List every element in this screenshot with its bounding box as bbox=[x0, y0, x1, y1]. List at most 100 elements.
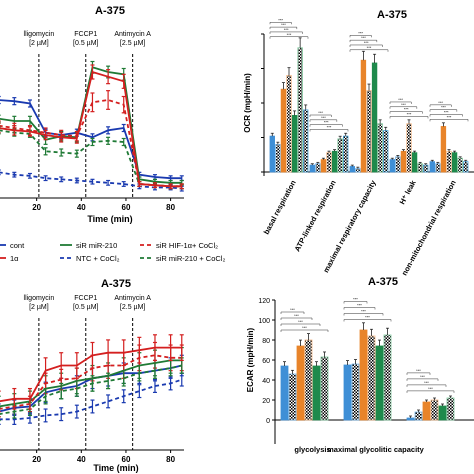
chart-title: A-375 bbox=[101, 278, 131, 290]
legend-label: sіR miR-210 bbox=[76, 241, 117, 250]
bar-group: ************H⁺ leak bbox=[389, 97, 429, 206]
significance-marker: *** bbox=[290, 307, 295, 312]
y-tick-label: 0 bbox=[266, 418, 270, 425]
bar bbox=[371, 62, 378, 173]
bar bbox=[411, 152, 418, 173]
significance-marker: *** bbox=[353, 297, 358, 302]
bar bbox=[343, 364, 352, 421]
significance-bracket bbox=[429, 114, 463, 117]
x-tick-label: 80 bbox=[166, 203, 175, 212]
significance-bracket bbox=[389, 116, 429, 119]
bar bbox=[440, 126, 447, 173]
x-tick-label: 20 bbox=[32, 203, 41, 212]
injection-dose: [2.5 µM] bbox=[120, 304, 145, 311]
injection-dose: [2.5 µM] bbox=[120, 40, 145, 47]
y-tick-label: 40 bbox=[262, 378, 270, 385]
bar bbox=[304, 339, 313, 421]
legend-item: sіR miR-210 bbox=[60, 241, 117, 250]
significance-bracket bbox=[309, 114, 332, 118]
y-tick-label: 100 bbox=[258, 318, 270, 325]
ecar-time-chart: A-375 20 40 60 80 lligomycin [2 µM] FCCP1 [0.5 … bbox=[0, 278, 184, 473]
legend-item: siR HIF-1α+ CoCl₂ bbox=[140, 241, 218, 250]
significance-bracket bbox=[269, 31, 303, 34]
injection-dose: [2 µM] bbox=[29, 304, 49, 311]
significance-marker: *** bbox=[284, 27, 289, 32]
bar bbox=[406, 123, 412, 173]
bar-group: ************glycolysis bbox=[280, 307, 331, 454]
significance-bracket bbox=[343, 307, 376, 310]
bar bbox=[451, 152, 458, 173]
legend-label: siR miR-210 + CoCl₂ bbox=[156, 254, 225, 263]
significance-marker: *** bbox=[441, 105, 446, 110]
x-tick-label: 60 bbox=[122, 203, 131, 212]
significance-bracket bbox=[406, 378, 439, 381]
significance-marker: *** bbox=[365, 315, 370, 320]
series-line bbox=[0, 99, 182, 188]
significance-marker: *** bbox=[361, 35, 366, 40]
significance-marker: *** bbox=[318, 110, 323, 115]
significance-bracket bbox=[389, 101, 412, 104]
injection-label: Antimycin A bbox=[114, 31, 151, 38]
category-label: maximal glycolitic capacity bbox=[327, 445, 425, 454]
bar bbox=[343, 135, 349, 173]
legend-item: 1α bbox=[0, 254, 19, 263]
bar bbox=[359, 329, 368, 421]
significance-bracket bbox=[309, 119, 338, 122]
significance-bracket bbox=[343, 313, 384, 316]
bar bbox=[312, 365, 321, 421]
series-sir-mir-210 bbox=[0, 60, 184, 186]
significance-marker: *** bbox=[404, 107, 409, 112]
significance-marker: *** bbox=[287, 32, 292, 37]
bar bbox=[457, 157, 463, 173]
bar bbox=[438, 405, 447, 421]
category-label: glycolysis bbox=[294, 445, 330, 454]
bar bbox=[414, 411, 423, 421]
significance-bracket bbox=[406, 372, 431, 375]
significance-bracket bbox=[280, 329, 329, 332]
bar bbox=[315, 163, 321, 173]
injection-dose: [0.5 µM] bbox=[73, 40, 98, 47]
significance-bracket bbox=[389, 106, 418, 109]
significance-marker: *** bbox=[358, 30, 363, 35]
category-label: H⁺ leak bbox=[398, 178, 419, 206]
injection-dose: [0.5 µM] bbox=[73, 304, 98, 311]
bar bbox=[366, 90, 372, 173]
legend-item: siR miR-210 + CoCl₂ bbox=[140, 254, 225, 263]
legend-label: 1α bbox=[10, 254, 19, 263]
significance-marker: *** bbox=[438, 100, 443, 105]
ocr-bar-chart: A-375 OCR (mpH/min)************basal res… bbox=[243, 9, 474, 277]
bar bbox=[280, 365, 289, 421]
series-red-solid bbox=[0, 64, 184, 190]
significance-marker: *** bbox=[281, 22, 286, 27]
significance-marker: *** bbox=[361, 309, 366, 314]
significance-bracket bbox=[269, 36, 309, 39]
chart-title: A-375 bbox=[377, 9, 407, 21]
significance-bracket bbox=[389, 111, 423, 114]
x-axis-label: Time (min) bbox=[87, 214, 132, 224]
bar bbox=[417, 163, 423, 173]
significance-bracket bbox=[429, 104, 452, 107]
significance-marker: *** bbox=[357, 303, 362, 308]
bar bbox=[269, 135, 275, 173]
significance-marker: *** bbox=[364, 40, 369, 45]
significance-bracket bbox=[429, 109, 458, 112]
bar bbox=[291, 115, 298, 173]
bar bbox=[320, 159, 327, 173]
significance-marker: *** bbox=[324, 120, 329, 125]
bar bbox=[430, 399, 439, 421]
significance-bracket bbox=[280, 317, 313, 320]
y-tick-label: 120 bbox=[258, 298, 270, 305]
bar-group: ************maximal glycolitic capacity bbox=[327, 297, 425, 455]
x-tick-label: 40 bbox=[77, 203, 86, 212]
significance-marker: *** bbox=[298, 319, 303, 324]
x-axis-label: Time (min) bbox=[93, 463, 138, 473]
bar bbox=[275, 143, 281, 173]
significance-bracket bbox=[343, 301, 368, 304]
significance-marker: *** bbox=[398, 97, 403, 102]
significance-bracket bbox=[349, 35, 372, 38]
bar bbox=[375, 345, 384, 421]
bar bbox=[337, 138, 343, 173]
significance-marker: *** bbox=[302, 325, 307, 330]
significance-marker: *** bbox=[401, 102, 406, 107]
